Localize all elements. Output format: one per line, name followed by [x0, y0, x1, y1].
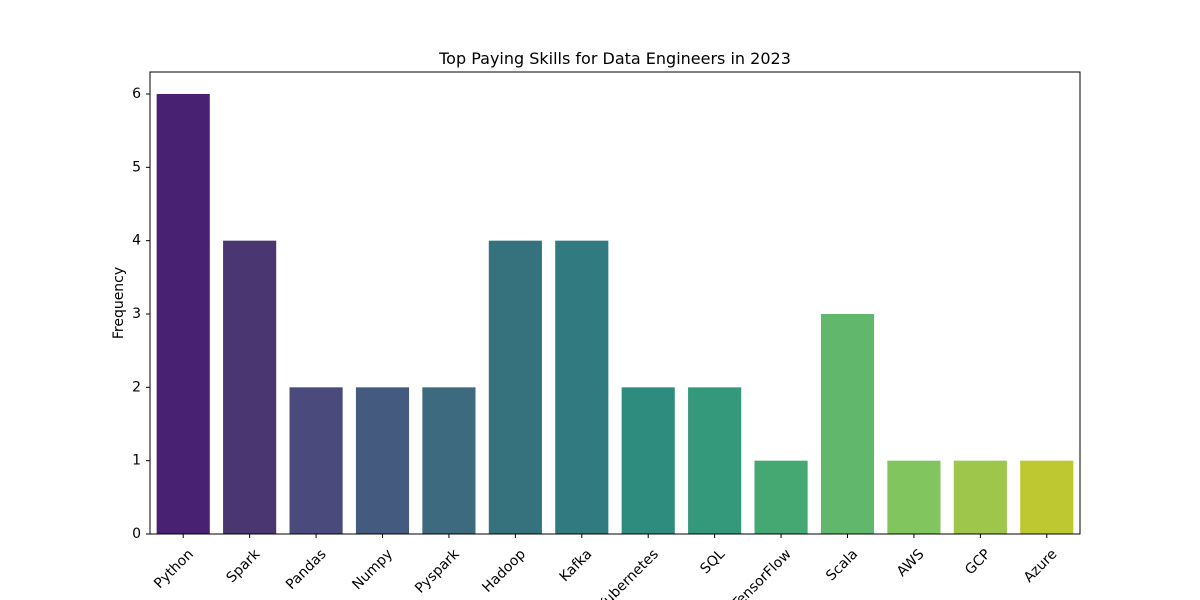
x-tick-label: TensorFlow	[728, 546, 795, 600]
x-tick-label: Hadoop	[479, 546, 529, 596]
x-tick-label: Kafka	[557, 546, 596, 585]
bar-kubernetes	[621, 387, 675, 534]
bar-pandas	[289, 387, 343, 534]
y-axis-label: Frequency	[111, 267, 127, 339]
bar-sql	[688, 387, 742, 534]
plot-frame	[149, 71, 1081, 535]
bar-numpy	[355, 387, 410, 534]
x-tick-label: SQL	[697, 546, 728, 577]
y-tick-label: 6	[132, 86, 141, 102]
x-tick-label: GCP	[962, 546, 994, 578]
x-tick-label: Pyspark	[412, 546, 463, 597]
y-tick-label: 0	[132, 526, 141, 542]
bar-azure	[1020, 460, 1074, 534]
y-tick-label: 2	[132, 379, 141, 395]
x-tick-label: AWS	[894, 546, 928, 580]
x-tick-label: Python	[151, 546, 197, 592]
bar-pyspark	[422, 387, 476, 534]
x-tick-label: Scala	[823, 546, 861, 584]
x-tick-label: Kubernetes	[594, 546, 661, 600]
bar-aws	[887, 460, 941, 534]
bars-group	[156, 94, 1074, 534]
x-axis: Python Spark Pandas Numpy Pyspark Hadoop Kafka…	[151, 534, 1060, 600]
y-tick-label: 3	[132, 306, 141, 322]
bar-scala	[820, 314, 875, 534]
y-tick-label: 4	[132, 233, 141, 249]
bar-python	[156, 94, 210, 534]
chart-title: Top Paying Skills for Data Engineers in …	[438, 49, 791, 68]
x-tick-label: Pandas	[283, 546, 330, 593]
x-tick-label: Spark	[224, 546, 264, 586]
y-tick-label: 1	[132, 453, 141, 469]
bar-tensorflow	[754, 460, 808, 534]
y-axis: 0 1 2 3 4 5 6	[132, 86, 150, 542]
bar-hadoop	[488, 240, 542, 534]
bar-spark	[223, 240, 277, 534]
bar-gcp	[953, 460, 1007, 534]
bar-kafka	[555, 240, 609, 534]
y-tick-label: 5	[132, 159, 141, 175]
x-tick-label: Azure	[1021, 546, 1061, 586]
x-tick-label: Numpy	[349, 546, 396, 593]
